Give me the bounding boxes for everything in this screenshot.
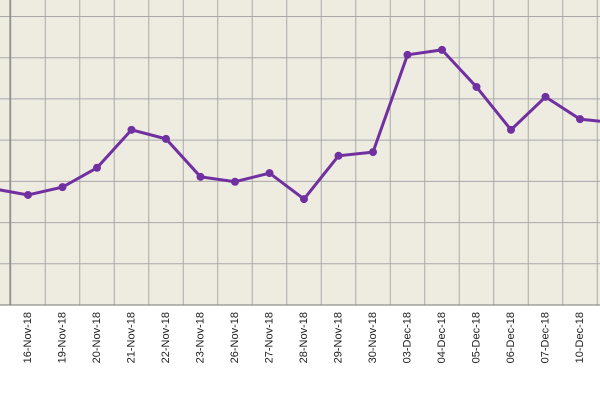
x-tick-label: 07-Dec-18 xyxy=(539,312,551,363)
plot-background xyxy=(0,0,600,305)
x-tick-label: 05-Dec-18 xyxy=(470,312,482,363)
point xyxy=(576,115,584,124)
x-tick-label: 26-Nov-18 xyxy=(229,312,241,363)
point xyxy=(472,82,481,91)
point xyxy=(127,125,136,134)
point xyxy=(541,92,550,101)
point xyxy=(162,134,170,143)
point xyxy=(300,195,308,204)
x-tick-label: 06-Dec-18 xyxy=(505,312,517,363)
x-tick-label: 27-Nov-18 xyxy=(263,312,275,363)
x-tick-label: 04-Dec-18 xyxy=(436,312,448,363)
x-tick-label: 20-Nov-18 xyxy=(91,312,103,363)
x-tick-label: 22-Nov-18 xyxy=(160,312,172,363)
point xyxy=(93,163,101,172)
point xyxy=(334,151,343,160)
point xyxy=(58,183,67,192)
x-tick-label: 30-Nov-18 xyxy=(367,312,379,363)
x-tick-label: 10-Dec-18 xyxy=(574,312,586,363)
point xyxy=(507,125,515,134)
point xyxy=(438,45,446,54)
x-tick-label: 16-Nov-18 xyxy=(22,312,34,363)
point xyxy=(403,50,412,59)
x-tick-label: 23-Nov-18 xyxy=(194,312,206,363)
point xyxy=(369,148,377,157)
point xyxy=(231,177,239,186)
x-tick-label: 03-Dec-18 xyxy=(401,312,413,363)
x-tick-label: 21-Nov-18 xyxy=(125,312,137,363)
x-tick-label: 28-Nov-18 xyxy=(298,312,310,363)
x-tick-label: 29-Nov-18 xyxy=(332,312,344,363)
point xyxy=(24,190,32,199)
point xyxy=(265,169,274,178)
x-tick-label: 19-Nov-18 xyxy=(56,312,68,363)
point xyxy=(196,172,205,181)
